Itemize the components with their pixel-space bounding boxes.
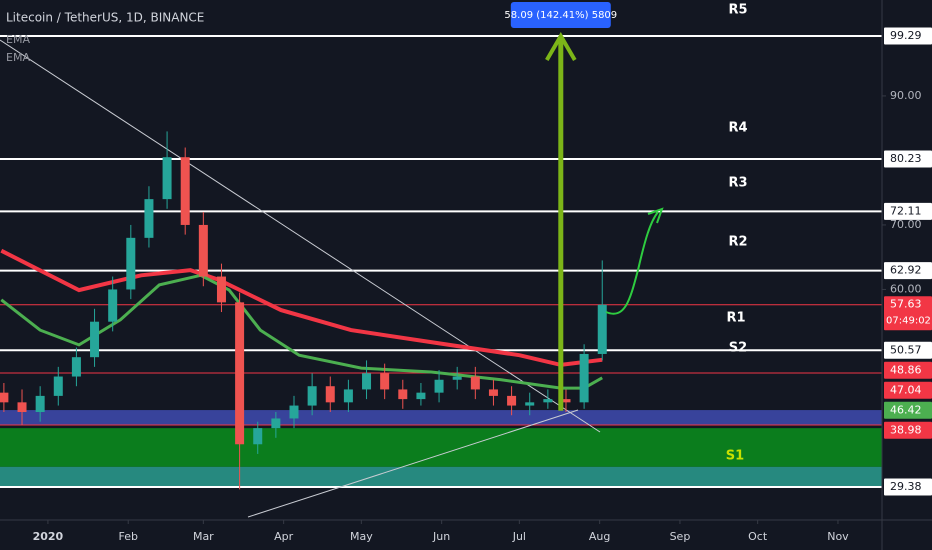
candle-body (434, 379, 444, 393)
price-label: 80.23 (890, 152, 922, 165)
zone-name: R1 (726, 311, 745, 326)
price-label-bg (884, 478, 932, 496)
x-tick-label: Nov (827, 530, 849, 543)
zone (0, 466, 882, 487)
candle-body (17, 402, 27, 413)
indicator-label: EMA (6, 33, 30, 46)
projection-arrow-head (647, 207, 664, 224)
candles (0, 131, 607, 490)
price-label: 99.29 (890, 29, 922, 42)
candle-body (235, 302, 245, 445)
price-label-bg (884, 341, 932, 359)
candle-body (525, 402, 535, 406)
y-tick-label: 60.00 (890, 282, 922, 295)
candle-body (271, 418, 281, 429)
candle-body (162, 157, 172, 200)
zone-name: R5 (728, 3, 747, 18)
chart-title: Litecoin / TetherUS, 1D, BINANCE (6, 11, 204, 25)
candle-body (53, 376, 63, 396)
countdown: 07:49:02 (886, 316, 931, 327)
price-label: 72.11 (890, 204, 922, 217)
candle-body (543, 399, 553, 403)
y-tick-label: 70.00 (890, 218, 922, 231)
candle-body (507, 395, 517, 406)
x-tick-label: Apr (274, 530, 294, 543)
price-label-bg (884, 262, 932, 280)
price-label: 38.98 (890, 423, 922, 436)
candle-body (71, 357, 81, 377)
indicator-label: EMA (6, 51, 30, 64)
candle-body (488, 389, 498, 396)
x-tick-label: Feb (118, 530, 137, 543)
price-label-bg (884, 202, 932, 220)
x-tick-label: May (350, 530, 373, 543)
candle-body (325, 386, 335, 403)
price-label: 62.92 (890, 264, 922, 277)
zone (0, 410, 882, 425)
zones (0, 410, 882, 487)
candle-body (597, 304, 607, 354)
price-label-bg (884, 381, 932, 399)
zone-name: R2 (728, 235, 747, 250)
zone (0, 428, 882, 467)
zone-name: S2 (729, 341, 747, 356)
x-tick-label: Mar (193, 530, 214, 543)
candle-body (216, 276, 226, 303)
candle-body (108, 289, 118, 322)
candle-body (452, 376, 462, 380)
price-label-bg (884, 401, 932, 419)
candle-body (289, 405, 299, 419)
x-tick-label: Jun (432, 530, 450, 543)
candle-body (561, 399, 571, 403)
candle-body (0, 392, 9, 403)
zone-name: R3 (728, 176, 747, 191)
candle-body (198, 224, 208, 277)
price-label-bg (884, 421, 932, 439)
candle-body (253, 428, 263, 445)
price-label: 29.38 (890, 480, 922, 493)
candle-body (90, 321, 100, 358)
price-label: 47.04 (890, 383, 922, 396)
x-tick-label: Sep (670, 530, 691, 543)
candle-body (126, 237, 136, 290)
x-tick-label: 2020 (33, 530, 64, 543)
drawings: R5 R4 R3 R2 R1 S2 S1 58.09 (142.41%) 5809 (504, 2, 748, 464)
axis-labels: 2020 Feb Mar Apr May Jun Jul Aug Sep Oct Nov 90.00 7… (33, 27, 932, 543)
ema-line (0, 248, 603, 367)
candle-body (362, 373, 372, 390)
candle-body (470, 376, 480, 390)
candle-body (307, 386, 317, 406)
measure-box (510, 2, 611, 28)
price-label-bg (884, 150, 932, 168)
zone-name: S1 (726, 449, 744, 464)
trend-line (0, 39, 601, 433)
x-tick-label: Aug (589, 530, 610, 543)
price-label: 50.57 (890, 343, 922, 356)
price-label: 57.63 (890, 298, 922, 311)
price-label-bg (884, 296, 932, 331)
y-tick-label: 90.00 (890, 89, 922, 102)
price-label-bg (884, 27, 932, 45)
candle-body (579, 353, 589, 403)
x-tick-label: Jul (512, 530, 526, 543)
candle-body (380, 373, 390, 390)
projection-arrow (605, 211, 659, 315)
candle-body (343, 389, 353, 403)
x-tick-label: Oct (748, 530, 768, 543)
candle-body (144, 199, 154, 238)
measure-label: 58.09 (142.41%) 5809 (504, 10, 617, 21)
candle-body (398, 389, 408, 400)
trend-line (247, 409, 579, 518)
price-label: 46.42 (890, 403, 922, 416)
zone-name: R4 (728, 121, 747, 136)
measure-arrow-head (545, 32, 577, 62)
candle-body (35, 395, 45, 413)
candle-body (416, 392, 426, 400)
price-label: 48.86 (890, 363, 922, 376)
price-label-bg (884, 361, 932, 379)
candle-body (180, 157, 190, 225)
